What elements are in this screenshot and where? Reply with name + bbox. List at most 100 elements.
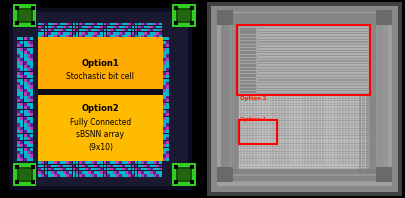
Bar [97,162,100,164]
Bar [20,103,23,106]
Bar [17,151,20,154]
Bar [156,127,159,130]
Bar [30,154,33,158]
Bar [27,79,30,82]
Bar [54,32,57,35]
Bar [367,25,369,173]
Bar [249,25,250,165]
Bar [38,162,41,164]
Bar [122,165,125,167]
Bar [27,65,30,68]
Text: Option1: Option1 [81,59,119,68]
Bar [91,29,94,31]
Bar [48,171,50,173]
Bar [17,110,20,113]
Bar [150,29,153,31]
Bar [153,158,156,161]
Bar [48,168,50,170]
Bar [122,23,125,25]
Bar [166,144,169,147]
Bar [23,75,26,78]
Bar [376,25,378,165]
Bar [160,89,162,92]
Bar [30,51,33,54]
Bar [63,29,66,31]
Bar [128,32,131,35]
Bar [222,7,385,8]
Bar [153,32,156,35]
Bar [166,113,169,116]
Bar [109,162,112,164]
Bar [240,61,256,64]
Bar [375,10,391,25]
Bar [119,165,122,167]
Bar [371,25,373,173]
Bar [103,32,106,35]
Bar [156,89,159,92]
Bar [27,154,30,158]
Bar [237,25,239,165]
Bar [153,96,156,99]
Bar [166,120,169,123]
Bar [17,82,20,85]
Bar [166,65,169,68]
Bar [243,25,244,165]
Bar [45,23,47,25]
Bar [30,37,33,40]
Bar [85,162,87,164]
Bar [17,154,20,158]
Bar [166,68,169,71]
Bar [113,32,115,35]
Bar [222,8,385,9]
Bar [238,118,369,119]
Bar [51,35,53,38]
Bar [128,26,131,28]
Bar [144,162,146,164]
Bar [23,86,26,89]
Bar [156,165,159,167]
Bar [97,165,100,167]
Bar [128,174,131,177]
Bar [91,168,94,170]
Bar [69,162,72,164]
Bar [144,29,146,31]
Bar [85,171,87,173]
Bar [166,151,169,154]
Bar [153,89,156,92]
Bar [315,25,317,165]
Bar [27,51,30,54]
Bar [27,113,30,116]
Bar [103,29,106,31]
Bar [238,47,369,48]
Bar [94,165,97,167]
Bar [107,32,109,35]
Bar [20,75,23,78]
Bar [79,32,81,35]
Bar [107,165,109,167]
Bar [23,113,26,116]
Bar [20,79,23,82]
Bar [144,26,146,28]
Bar [238,98,369,99]
Bar [38,37,162,89]
Bar [100,23,103,25]
Bar [23,134,26,137]
Bar [94,29,97,31]
Bar [72,29,75,31]
Bar [20,106,23,109]
Bar [222,22,385,23]
Bar [238,120,369,121]
Bar [109,168,112,170]
Bar [147,29,149,31]
Bar [27,75,30,78]
Bar [166,75,169,78]
Bar [69,174,72,177]
Bar [19,169,30,181]
Bar [100,168,103,170]
Bar [238,168,369,169]
Bar [156,134,159,137]
Bar [240,71,256,73]
Bar [128,168,131,170]
Bar [30,144,33,147]
Bar [163,154,166,158]
